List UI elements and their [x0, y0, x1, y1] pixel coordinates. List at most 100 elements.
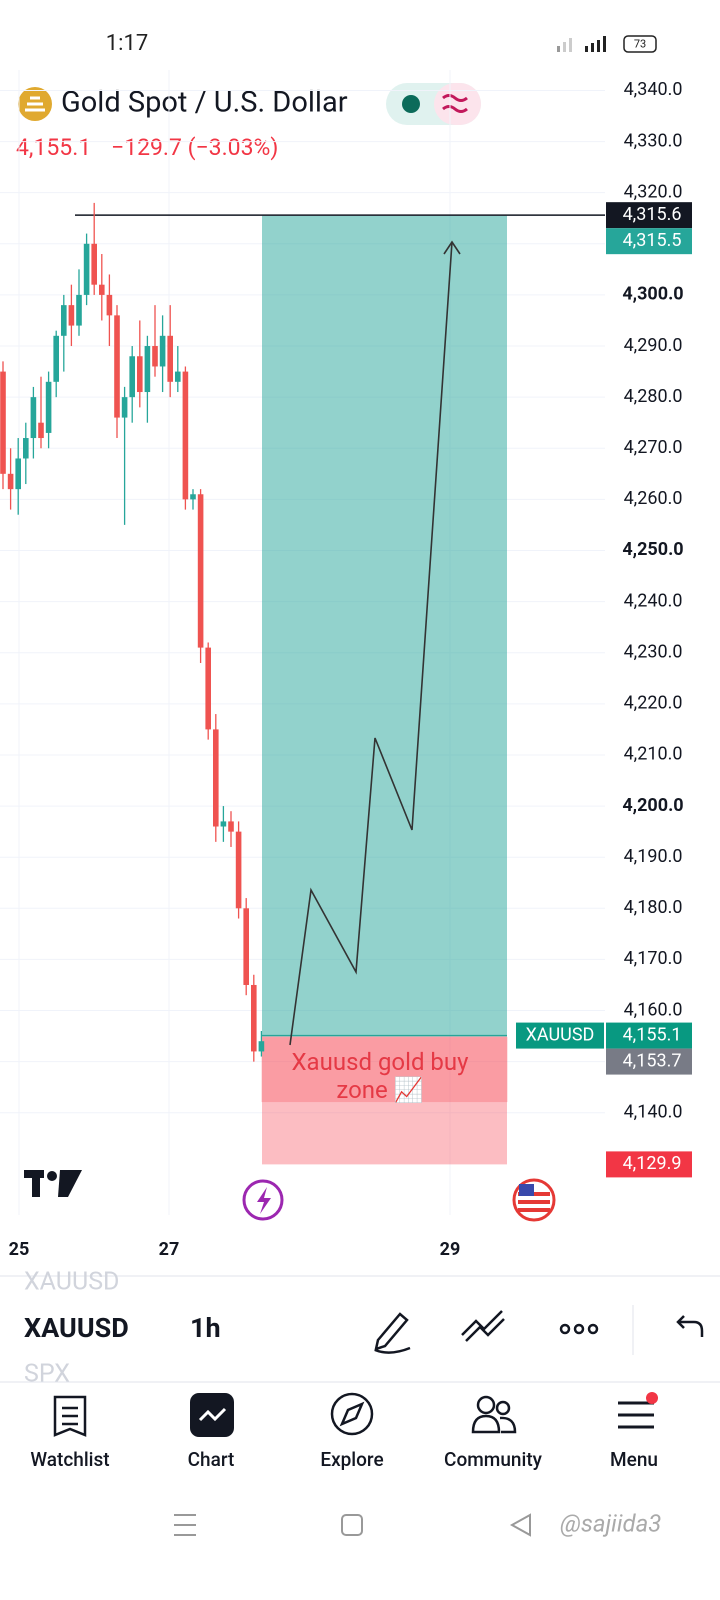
tab-label[interactable]: Community	[444, 1448, 542, 1471]
y-tick-label: 4,220.0	[624, 693, 683, 714]
nav-recent[interactable]	[174, 1514, 196, 1536]
candle-body	[38, 422, 44, 439]
delay-icon	[442, 94, 468, 113]
candle-body	[251, 984, 257, 1052]
y-tick-label: 4,260.0	[624, 488, 683, 509]
candle-body	[61, 305, 67, 336]
nav-back[interactable]	[509, 1513, 531, 1537]
chart-tab-line	[198, 1407, 227, 1422]
symbol-title: Gold Spot / U.S. Dollar	[61, 86, 348, 120]
candle-body	[205, 647, 211, 730]
explore-icon	[330, 1392, 374, 1436]
last-price: 4,155.1	[16, 134, 91, 161]
price-badge-label: 4,153.7	[623, 1050, 682, 1071]
y-tick-label: 4,250.0	[622, 539, 683, 560]
candle-body	[220, 821, 227, 827]
price-badge	[606, 1022, 692, 1049]
candle-body	[243, 908, 249, 985]
toolbar-interval[interactable]: 1h	[190, 1312, 221, 1344]
candle-body	[68, 305, 75, 326]
buy-zone-label: Xauusd gold buy zone 📈	[292, 1048, 470, 1104]
candle-body	[129, 356, 135, 398]
tab-label[interactable]: Watchlist	[30, 1448, 110, 1471]
buy-zone-highlight	[261, 1037, 508, 1103]
buy-zone-line: zone 📈	[336, 1076, 423, 1104]
price-badge-label: 4,129.9	[623, 1153, 682, 1174]
symbol-above: XAUUSD	[24, 1268, 119, 1297]
projection-arrowhead	[443, 240, 461, 255]
stop-zone	[262, 1035, 507, 1165]
candle-body	[15, 458, 21, 490]
symbol-badge-label: XAUUSD	[526, 1024, 595, 1045]
price-change: −129.7 (−3.03%)	[111, 134, 278, 161]
candle-body	[228, 821, 234, 832]
nav-home[interactable]	[341, 1514, 363, 1536]
menu-badge	[646, 1392, 658, 1404]
y-tick-label: 4,160.0	[624, 999, 683, 1020]
tab-label[interactable]: Menu	[610, 1448, 658, 1471]
candle-body	[53, 335, 59, 382]
y-tick-label: 4,170.0	[624, 948, 683, 969]
y-tick-label: 4,230.0	[624, 641, 683, 662]
candle-body	[121, 397, 128, 418]
explore-needle	[339, 1401, 365, 1427]
battery-level: 73	[634, 37, 646, 50]
y-tick-label: 4,240.0	[624, 590, 683, 611]
x-tick-label: 27	[159, 1239, 180, 1260]
y-tick-label: 4,330.0	[624, 130, 683, 151]
candle-body	[152, 346, 158, 367]
menu-icon	[618, 1401, 654, 1429]
candle-body	[23, 438, 29, 459]
market-open-dot	[402, 95, 420, 113]
candle-body	[106, 294, 113, 316]
y-tick-label: 4,190.0	[624, 846, 683, 867]
candle-body	[144, 346, 151, 393]
candle-body	[258, 1041, 265, 1052]
gold-icon-bars	[25, 96, 45, 112]
price-badge	[606, 1048, 692, 1075]
candle-body	[213, 729, 219, 827]
signal-icons	[557, 36, 606, 52]
battery-icon	[623, 35, 657, 53]
y-tick-label: 4,320.0	[624, 181, 683, 202]
x-tick-label: 29	[440, 1239, 461, 1260]
profit-zone	[262, 215, 507, 1036]
more-tool[interactable]	[559, 1323, 599, 1335]
y-tick-label: 4,180.0	[624, 897, 683, 918]
tab-label[interactable]: Chart	[187, 1448, 235, 1471]
candle-body	[175, 371, 181, 382]
y-tick-label: 4,290.0	[624, 335, 683, 356]
candle-body	[76, 294, 82, 326]
candle-body	[0, 371, 6, 474]
price-badge	[606, 228, 692, 255]
tab-label[interactable]: Explore	[320, 1448, 384, 1471]
symbol-badge	[516, 1022, 604, 1049]
candle-body	[137, 356, 143, 393]
status-pill-right	[434, 83, 481, 125]
candle-body	[91, 243, 97, 285]
y-tick-label: 4,210.0	[624, 744, 683, 765]
candle-body	[7, 473, 14, 490]
projection-path	[289, 241, 453, 1046]
status-time: 1:17	[106, 31, 148, 56]
candle-body	[167, 335, 173, 382]
toolbar-symbol[interactable]: XAUUSD	[24, 1312, 129, 1344]
y-tick-label: 4,200.0	[622, 795, 683, 816]
draw-tool[interactable]	[374, 1312, 411, 1354]
buy-zone-line: Xauusd gold buy	[292, 1048, 470, 1076]
indicator-tool[interactable]	[461, 1310, 505, 1342]
candle-body	[159, 335, 166, 367]
price-badge-label: 4,155.1	[623, 1024, 682, 1045]
candle-body	[30, 397, 37, 439]
candle-body	[190, 494, 196, 500]
y-tick-label: 4,340.0	[624, 79, 683, 100]
undo-tool[interactable]	[676, 1315, 704, 1337]
watermark: @sajiida3	[560, 1509, 661, 1537]
y-tick-label: 4,270.0	[624, 437, 683, 458]
candle-body	[182, 371, 189, 500]
y-tick-label: 4,140.0	[624, 1102, 683, 1123]
price-badge-label: 4,315.5	[623, 230, 682, 251]
y-tick-label: 4,300.0	[622, 284, 683, 305]
